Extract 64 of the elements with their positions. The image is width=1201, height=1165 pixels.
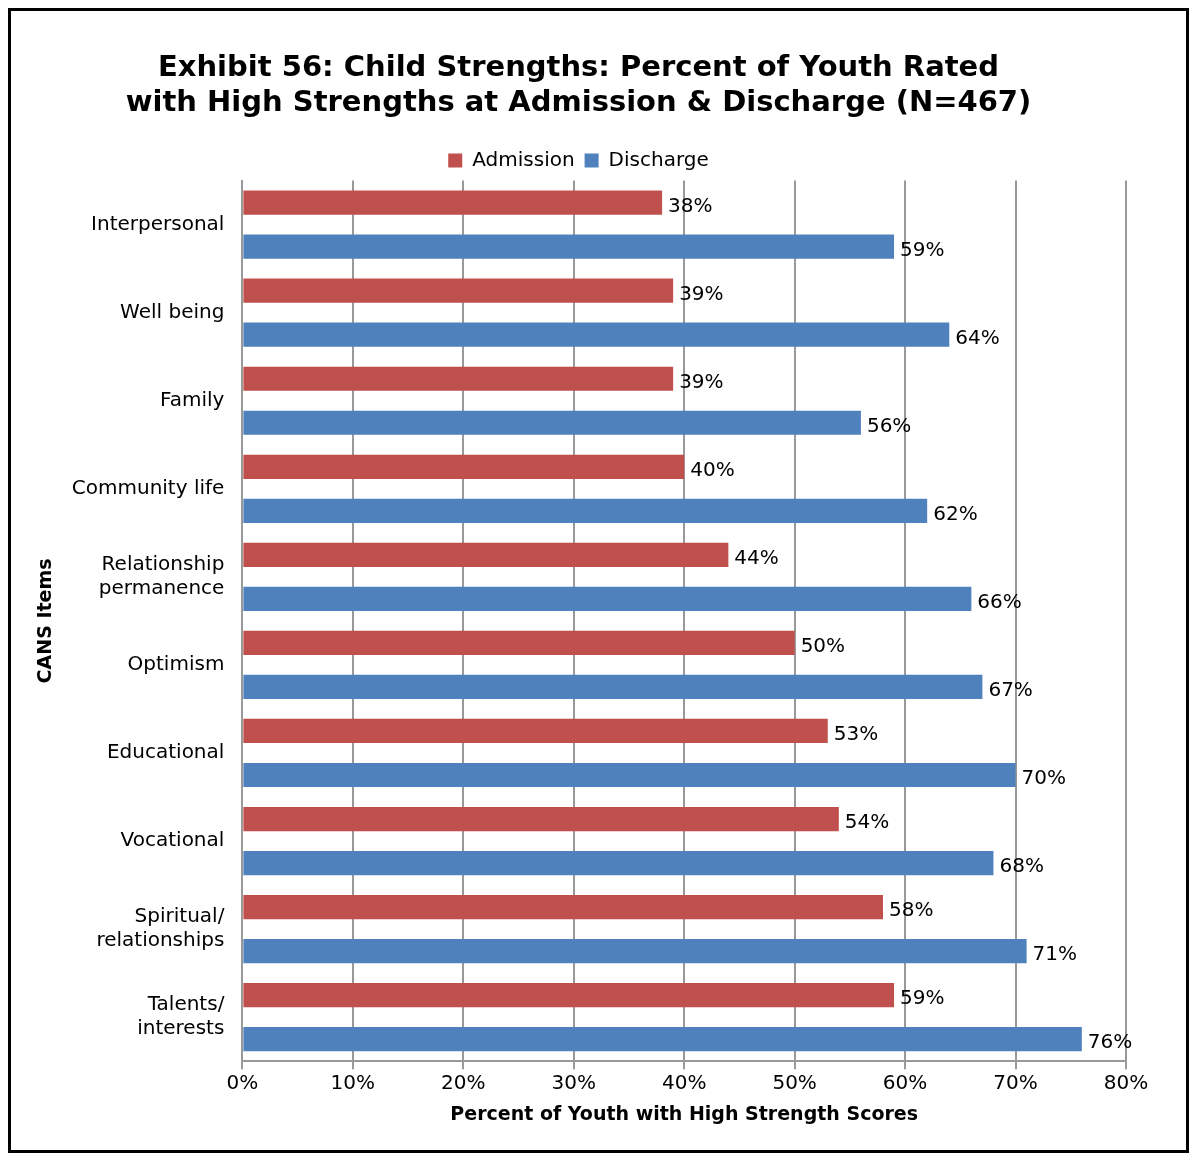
bar <box>243 366 674 391</box>
data-label: 71% <box>1032 941 1078 966</box>
data-label: 40% <box>690 457 735 481</box>
bar <box>243 278 674 303</box>
data-label: 66% <box>977 589 1022 614</box>
bar <box>243 806 839 832</box>
x-tick-label: 10% <box>330 1070 376 1095</box>
bar <box>243 674 983 700</box>
y-tick-label: Relationship permanence <box>98 551 225 600</box>
bar <box>243 410 861 435</box>
y-axis-title: CANS Items <box>33 558 56 684</box>
data-label: 56% <box>866 412 912 437</box>
bar <box>243 542 729 567</box>
x-tick-label: 60% <box>882 1070 928 1095</box>
data-label: 44% <box>734 545 779 570</box>
y-tick-label: Optimism <box>127 651 225 676</box>
data-label: 67% <box>988 677 1033 702</box>
bar <box>243 454 685 479</box>
x-axis-title: Percent of Youth with High Strength Scores <box>450 1101 919 1124</box>
bar <box>243 190 663 215</box>
bar <box>243 1027 1082 1052</box>
y-tick-label: Community life <box>71 475 225 500</box>
x-tick-label: 0% <box>226 1070 259 1095</box>
bar <box>243 718 828 744</box>
x-tick-label: 80% <box>1103 1070 1149 1095</box>
data-label: 50% <box>800 633 846 658</box>
y-tick-label: Family <box>160 386 225 411</box>
bar <box>243 762 1016 788</box>
legend-label: Discharge <box>608 146 709 171</box>
data-label: 59% <box>900 236 945 261</box>
y-tick-label: Spiritual/ relationships <box>96 903 225 952</box>
data-label: 39% <box>679 368 724 393</box>
data-label: 62% <box>933 501 978 526</box>
y-tick-label: Vocational <box>120 827 225 852</box>
x-tick-label: 20% <box>441 1070 486 1095</box>
bar <box>243 939 1027 964</box>
x-tick-label: 30% <box>551 1070 596 1095</box>
data-label: 54% <box>844 809 890 834</box>
bar <box>243 586 972 611</box>
bar <box>243 322 950 347</box>
y-tick-label: Interpersonal <box>91 210 225 235</box>
bar <box>243 498 928 523</box>
y-tick-label: Talents/ interests <box>137 991 225 1040</box>
x-tick-label: 50% <box>772 1070 817 1095</box>
data-label: 59% <box>900 985 945 1010</box>
data-label: 64% <box>955 324 1000 349</box>
legend-label: Admission <box>472 146 575 171</box>
data-label: 39% <box>679 280 724 305</box>
bar <box>243 850 994 876</box>
data-label: 70% <box>1021 765 1066 790</box>
bar <box>243 983 895 1008</box>
bar <box>243 630 795 656</box>
data-label: 53% <box>833 721 879 746</box>
data-label: 76% <box>1087 1029 1133 1054</box>
chart-title: Exhibit 56: Child Strengths: Percent of Youth Rated with High Strengths at Admission & Discharge (N=467) <box>125 48 1032 118</box>
bar <box>243 234 895 259</box>
data-label: 38% <box>668 192 713 217</box>
data-label: 58% <box>889 897 934 922</box>
bar <box>243 894 883 920</box>
y-tick-label: Educational <box>106 739 225 764</box>
data-label: 68% <box>999 853 1044 878</box>
x-tick-label: 40% <box>661 1070 707 1095</box>
x-tick-label: 70% <box>993 1070 1038 1095</box>
y-tick-label: Well being <box>120 298 225 323</box>
